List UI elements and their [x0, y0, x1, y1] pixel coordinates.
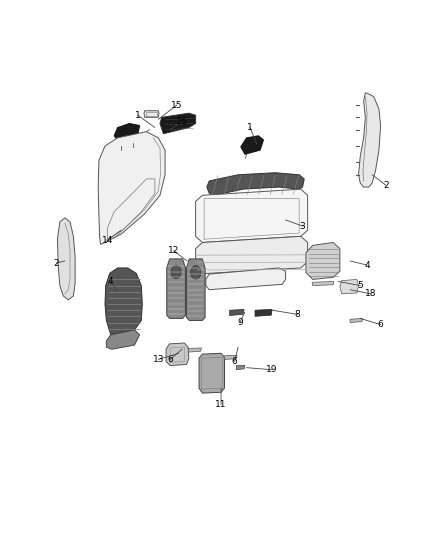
Text: 2: 2	[53, 259, 59, 268]
Text: 12: 12	[168, 246, 179, 255]
Polygon shape	[241, 136, 264, 154]
Text: 15: 15	[171, 101, 183, 109]
Text: 16: 16	[176, 117, 188, 126]
Text: 8: 8	[295, 310, 300, 319]
Polygon shape	[312, 281, 334, 286]
Polygon shape	[255, 309, 272, 317]
Ellipse shape	[171, 265, 181, 279]
Polygon shape	[105, 268, 142, 335]
Polygon shape	[160, 113, 196, 134]
Polygon shape	[98, 132, 165, 245]
Text: 6: 6	[232, 357, 237, 366]
Text: 5: 5	[357, 281, 363, 290]
Text: 6: 6	[167, 355, 173, 364]
Polygon shape	[340, 279, 359, 294]
Text: 1: 1	[247, 123, 253, 132]
Polygon shape	[206, 268, 286, 290]
Polygon shape	[207, 173, 304, 195]
Polygon shape	[199, 353, 224, 393]
Text: 1: 1	[135, 111, 141, 120]
Polygon shape	[306, 243, 340, 279]
Text: 14: 14	[102, 236, 113, 245]
Polygon shape	[166, 343, 189, 366]
Polygon shape	[106, 330, 140, 349]
Text: 2: 2	[383, 181, 389, 190]
Polygon shape	[237, 365, 245, 370]
Text: 3: 3	[300, 222, 305, 231]
Polygon shape	[187, 259, 205, 320]
Polygon shape	[114, 124, 140, 144]
Text: 4: 4	[364, 261, 370, 270]
Polygon shape	[230, 309, 244, 316]
Text: 18: 18	[365, 289, 376, 298]
Text: 11: 11	[215, 400, 227, 409]
Ellipse shape	[191, 265, 201, 279]
Polygon shape	[196, 236, 307, 274]
Text: 13: 13	[152, 355, 164, 364]
Polygon shape	[196, 189, 307, 243]
Polygon shape	[359, 93, 381, 187]
Polygon shape	[57, 218, 75, 300]
Polygon shape	[224, 356, 237, 359]
Polygon shape	[144, 111, 159, 117]
Polygon shape	[350, 318, 363, 322]
Polygon shape	[188, 348, 201, 352]
Text: 9: 9	[237, 318, 243, 327]
Polygon shape	[167, 259, 185, 318]
Text: 6: 6	[378, 320, 384, 329]
Text: 4: 4	[108, 277, 113, 286]
Text: 19: 19	[266, 365, 278, 374]
